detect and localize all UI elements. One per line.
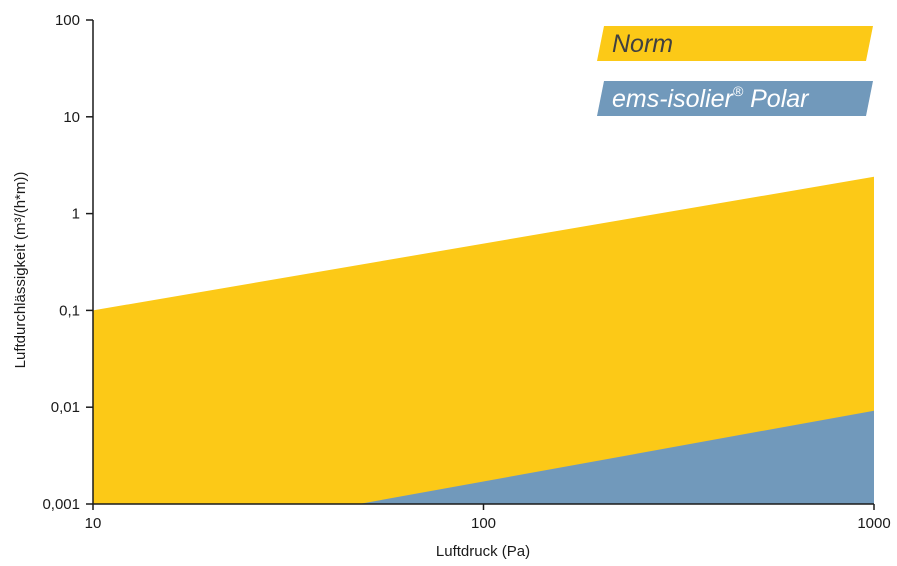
legend-item-ems-isolier-polar: ems-isolier® Polar (597, 81, 873, 116)
y-tick-label: 1 (72, 206, 80, 223)
legend-swatch-norm (597, 26, 873, 61)
area-ems-isolier-polar (359, 410, 874, 504)
y-axis-ticks: 0,001 0,01 0,1 1 10 100 (42, 12, 93, 513)
legend-swatch-ems-isolier-polar (597, 81, 873, 116)
y-tick-label: 10 (63, 109, 80, 126)
y-tick-label: 0,1 (59, 302, 80, 319)
y-tick-label: 100 (55, 12, 80, 29)
x-axis-ticks: 10 100 1000 (85, 504, 891, 532)
x-tick-label: 1000 (857, 515, 890, 532)
legend: Norm ems-isolier® Polar (597, 26, 873, 116)
y-tick-label: 0,001 (42, 496, 80, 513)
y-axis-title: Luftdurchlässigkeit (m³/(h*m)) (12, 172, 29, 369)
registered-mark: ® (733, 83, 744, 99)
legend-item-norm: Norm (597, 26, 873, 61)
legend-label-ems-isolier-polar: ems-isolier® Polar (612, 83, 810, 113)
area-layer (93, 176, 874, 505)
legend-label-norm: Norm (612, 30, 673, 58)
y-tick-label: 0,01 (51, 399, 80, 416)
x-axis-title: Luftdruck (Pa) (436, 543, 530, 560)
area-norm (93, 176, 874, 505)
x-tick-label: 10 (85, 515, 102, 532)
x-tick-label: 100 (471, 515, 496, 532)
